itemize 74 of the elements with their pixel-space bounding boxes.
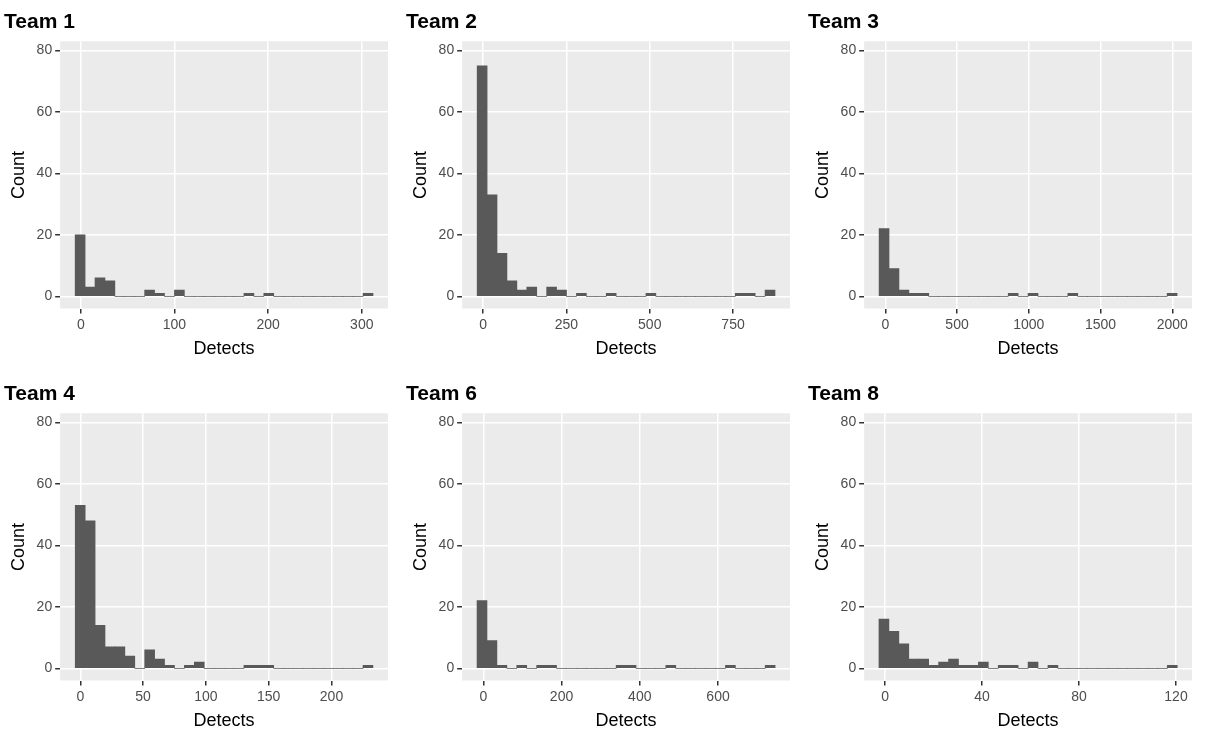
x-tick-label: 100 <box>194 687 218 704</box>
y-tick-label: 40 <box>438 536 455 553</box>
y-axis-title: Count <box>811 522 832 571</box>
x-tick-label: 80 <box>1071 687 1087 704</box>
x-tick-label: 200 <box>549 687 574 704</box>
x-tick-label: 40 <box>974 687 991 704</box>
y-tick-label: 0 <box>446 287 455 304</box>
x-tick-label: 600 <box>706 687 730 704</box>
y-tick-label: 0 <box>44 287 53 304</box>
x-tick-label: 500 <box>945 315 969 332</box>
x-tick-label: 400 <box>628 687 652 704</box>
x-tick-label: 0 <box>479 687 488 704</box>
x-tick-label: 300 <box>350 315 374 332</box>
chart-title: Team 3 <box>808 9 879 33</box>
y-tick-label: 60 <box>36 474 53 491</box>
chart-title: Team 6 <box>406 381 477 405</box>
y-tick-label: 80 <box>36 413 53 430</box>
x-axis-title: Detects <box>595 338 657 359</box>
y-tick-label: 20 <box>36 225 53 242</box>
x-tick-label: 750 <box>721 315 745 332</box>
x-tick-label: 120 <box>1164 687 1188 704</box>
x-tick-label: 0 <box>479 315 488 332</box>
x-tick-label: 200 <box>256 315 280 332</box>
x-tick-label: 0 <box>76 687 85 704</box>
x-tick-label: 100 <box>162 315 187 332</box>
y-axis-title: Count <box>409 150 430 199</box>
y-tick-label: 40 <box>36 164 53 181</box>
x-tick-label: 500 <box>638 315 662 332</box>
y-tick-label: 20 <box>840 597 857 614</box>
y-tick-label: 20 <box>438 225 455 242</box>
x-tick-label: 250 <box>554 315 579 332</box>
x-axis-title: Detects <box>193 710 255 731</box>
x-tick-label: 150 <box>257 687 281 704</box>
y-tick-label: 60 <box>840 102 857 119</box>
y-axis-title: Count <box>409 522 430 571</box>
y-tick-label: 60 <box>840 474 857 491</box>
x-tick-label: 50 <box>135 687 152 704</box>
y-axis-title: Count <box>811 150 832 199</box>
y-tick-label: 0 <box>44 659 53 676</box>
x-axis-title: Detects <box>997 710 1059 731</box>
y-tick-label: 60 <box>438 474 455 491</box>
chart-title: Team 8 <box>808 381 880 405</box>
y-tick-label: 60 <box>438 102 455 119</box>
chart-title: Team 4 <box>4 381 76 405</box>
x-axis-title: Detects <box>997 338 1059 359</box>
y-tick-label: 60 <box>36 102 53 119</box>
x-tick-label: 1000 <box>1013 315 1045 332</box>
x-tick-label: 200 <box>319 687 344 704</box>
y-tick-label: 20 <box>840 225 857 242</box>
y-axis-title: Count <box>7 150 28 199</box>
x-tick-label: 1500 <box>1084 315 1117 332</box>
y-tick-label: 40 <box>36 536 53 553</box>
y-tick-label: 0 <box>848 287 857 304</box>
y-axis-title: Count <box>7 522 28 571</box>
y-tick-label: 0 <box>848 659 857 676</box>
y-tick-label: 80 <box>438 413 455 430</box>
x-tick-label: 0 <box>881 315 890 332</box>
y-tick-label: 20 <box>438 597 455 614</box>
y-tick-label: 80 <box>840 41 857 58</box>
y-tick-label: 80 <box>36 41 53 58</box>
y-tick-label: 0 <box>446 659 455 676</box>
y-tick-label: 40 <box>840 536 857 553</box>
x-axis-title: Detects <box>595 710 657 731</box>
chart-title: Team 1 <box>4 9 76 33</box>
y-tick-label: 80 <box>438 41 455 58</box>
chart-title: Team 2 <box>406 9 477 33</box>
x-tick-label: 2000 <box>1156 315 1189 332</box>
y-tick-label: 20 <box>36 597 53 614</box>
x-tick-label: 0 <box>881 687 890 704</box>
x-tick-label: 0 <box>76 315 85 332</box>
y-tick-label: 80 <box>840 413 857 430</box>
x-axis-title: Detects <box>193 338 255 359</box>
y-tick-label: 40 <box>438 164 455 181</box>
y-tick-label: 40 <box>840 164 857 181</box>
